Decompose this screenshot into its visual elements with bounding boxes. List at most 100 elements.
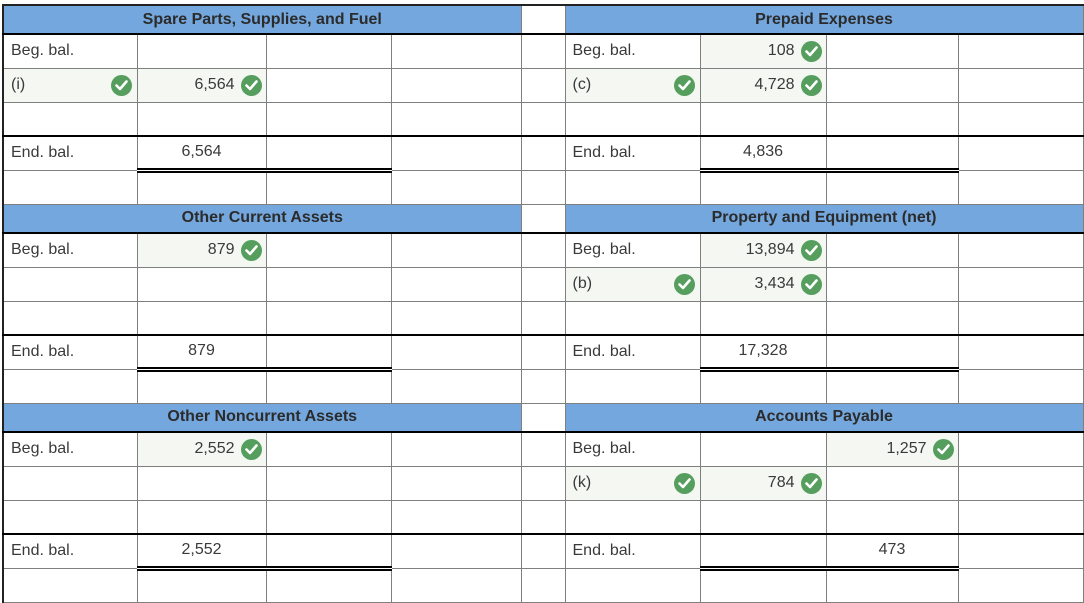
account-row: End. bal. 6,564 End. bal. 4,836 [2,135,1084,173]
debit-cell[interactable]: 879 [136,232,267,268]
row-label-cell [2,499,138,535]
row-label-cell [564,300,701,336]
debit-value: 784 [767,474,795,491]
credit-cell [825,33,959,69]
row-label: Beg. bal. [11,440,75,458]
credit-cell[interactable]: 1,257 [825,431,959,467]
row-label-cell: Beg. bal. [2,232,138,268]
account-row [2,169,1084,205]
debit-cell[interactable]: 3,434 [699,266,827,302]
account-row: (b) 3,434 [2,266,1084,302]
row-label: End. bal. [572,542,636,560]
debit-cell: 17,328 [699,334,827,372]
row-label-cell[interactable]: (c) [564,67,701,103]
debit-value: 879 [207,241,235,259]
row-label-cell: Beg. bal. [564,431,701,467]
check-circle-icon [673,273,695,295]
account-title: Spare Parts, Supplies, and Fuel [2,4,522,35]
account-row: End. bal. 2,552 End. bal. 473 [2,533,1084,571]
debit-value: 13,894 [745,241,795,259]
extra-cell [957,135,1084,171]
row-label-cell[interactable]: (i) [2,67,138,103]
check-circle-icon [673,472,695,494]
extra-cell [390,169,522,205]
debit-cell [699,567,827,603]
row-label: Beg. bal. [11,42,75,60]
debit-cell[interactable]: 6,564 [136,67,267,103]
spacer-cell [520,300,566,336]
row-label-cell: Beg. bal. [2,33,138,69]
t-accounts-grid: Spare Parts, Supplies, and Fuel Prepaid E… [2,4,1084,603]
check-circle-icon [673,74,695,96]
extra-cell [957,533,1084,569]
debit-cell[interactable]: 2,552 [136,431,267,467]
spacer-cell [520,169,566,205]
credit-cell: 473 [825,533,959,571]
extra-cell [390,67,522,103]
debit-cell[interactable]: 108 [699,33,827,69]
row-label-cell[interactable]: (k) [564,465,701,501]
check-circle-icon [800,239,822,261]
account-row: (i) 6,564 (c) 4,728 [2,67,1084,103]
debit-cell [136,567,267,603]
spacer-cell [520,33,566,69]
debit-value: 108 [767,42,795,60]
credit-value: 1,257 [886,440,927,458]
row-label-cell: End. bal. [2,334,138,370]
extra-cell [957,169,1084,205]
account-header-row: Other Noncurrent Assets Accounts Payable [2,402,1084,433]
credit-cell [265,266,392,302]
row-label-cell [2,368,138,404]
debit-cell[interactable]: 784 [699,465,827,501]
account-row: Beg. bal. 2,552 Beg. bal. 1,257 [2,431,1084,467]
account-row [2,499,1084,535]
debit-value: 2,552 [194,440,235,458]
row-label: End. bal. [11,343,75,361]
credit-cell [265,499,392,535]
extra-cell [390,135,522,171]
row-label-cell: End. bal. [564,135,701,171]
row-label: End. bal. [11,144,75,162]
extra-cell [957,334,1084,370]
account-row: Beg. bal. 879 Beg. bal. 13,894 [2,232,1084,268]
credit-cell [825,101,959,137]
credit-cell [825,169,959,205]
row-label-cell [2,169,138,205]
debit-cell[interactable]: 13,894 [699,232,827,268]
debit-cell [136,368,267,404]
row-label: Beg. bal. [572,440,636,458]
row-label-cell: Beg. bal. [564,232,701,268]
credit-cell [265,533,392,571]
credit-cell [825,465,959,501]
extra-cell [390,431,522,467]
debit-cell [699,169,827,205]
row-label-cell [2,465,138,501]
extra-cell [957,232,1084,268]
row-label-cell [564,169,701,205]
row-label-cell: Beg. bal. [2,431,138,467]
extra-cell [957,101,1084,137]
account-header-row: Other Current Assets Property and Equipme… [2,203,1084,234]
debit-cell [136,169,267,205]
row-label: End. bal. [11,542,75,560]
debit-cell[interactable]: 4,728 [699,67,827,103]
account-title: Other Noncurrent Assets [2,402,522,433]
spacer-cell [520,431,566,467]
extra-cell [957,499,1084,535]
debit-cell: 879 [136,334,267,372]
extra-cell [390,567,522,603]
debit-cell [699,533,827,571]
check-circle-icon [240,74,262,96]
credit-cell [825,135,959,173]
debit-cell [136,266,267,302]
extra-cell [957,368,1084,404]
credit-cell [825,266,959,302]
row-label: (b) [572,275,593,292]
debit-cell [699,101,827,137]
row-label-cell[interactable]: (b) [564,266,701,302]
credit-cell [825,232,959,268]
credit-cell [265,334,392,372]
check-circle-icon [800,40,822,62]
spacer-cell [520,67,566,103]
spacer-cell [520,499,566,535]
